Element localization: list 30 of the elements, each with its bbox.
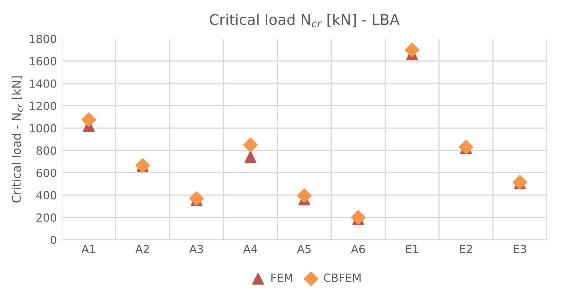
legend-label: FEM — [272, 274, 292, 282]
x-tick-label: E2 — [460, 245, 472, 254]
y-tick-label: 1000 — [30, 124, 56, 133]
point — [351, 210, 366, 225]
y-tick-label: 1200 — [30, 102, 56, 110]
x-tick-label: A4 — [243, 245, 258, 254]
point — [405, 42, 420, 58]
y-tick-label: 800 — [36, 146, 56, 156]
point — [244, 152, 257, 164]
x-tick-label: A1 — [82, 245, 96, 254]
x-tick-label: A2 — [136, 245, 150, 254]
y-tick-label: 600 — [36, 168, 56, 178]
x-tick-label: A5 — [297, 245, 311, 254]
legend-label: CBFEM — [324, 274, 361, 282]
y-axis-title: Critical load - N$_{cr}$ [kN] — [12, 76, 23, 203]
y-tick-label: 200 — [36, 214, 56, 222]
y-tick-label: 400 — [36, 191, 56, 200]
x-tick-label: E3 — [514, 245, 526, 254]
point — [297, 188, 312, 204]
point — [189, 191, 204, 206]
x-tick-label: E1 — [406, 245, 418, 254]
y-tick-label: 1600 — [30, 57, 56, 66]
y-tick-label: 1800 — [30, 34, 56, 44]
x-tick-label: A3 — [190, 245, 204, 254]
x-tick-label: A6 — [351, 245, 366, 254]
chart-title: Critical load N$_{cr}$ [kN] - LBA — [210, 14, 400, 28]
y-tick-label: 0 — [50, 236, 56, 244]
point — [243, 138, 258, 152]
y-tick-label: 1400 — [30, 80, 56, 88]
point — [82, 112, 96, 128]
